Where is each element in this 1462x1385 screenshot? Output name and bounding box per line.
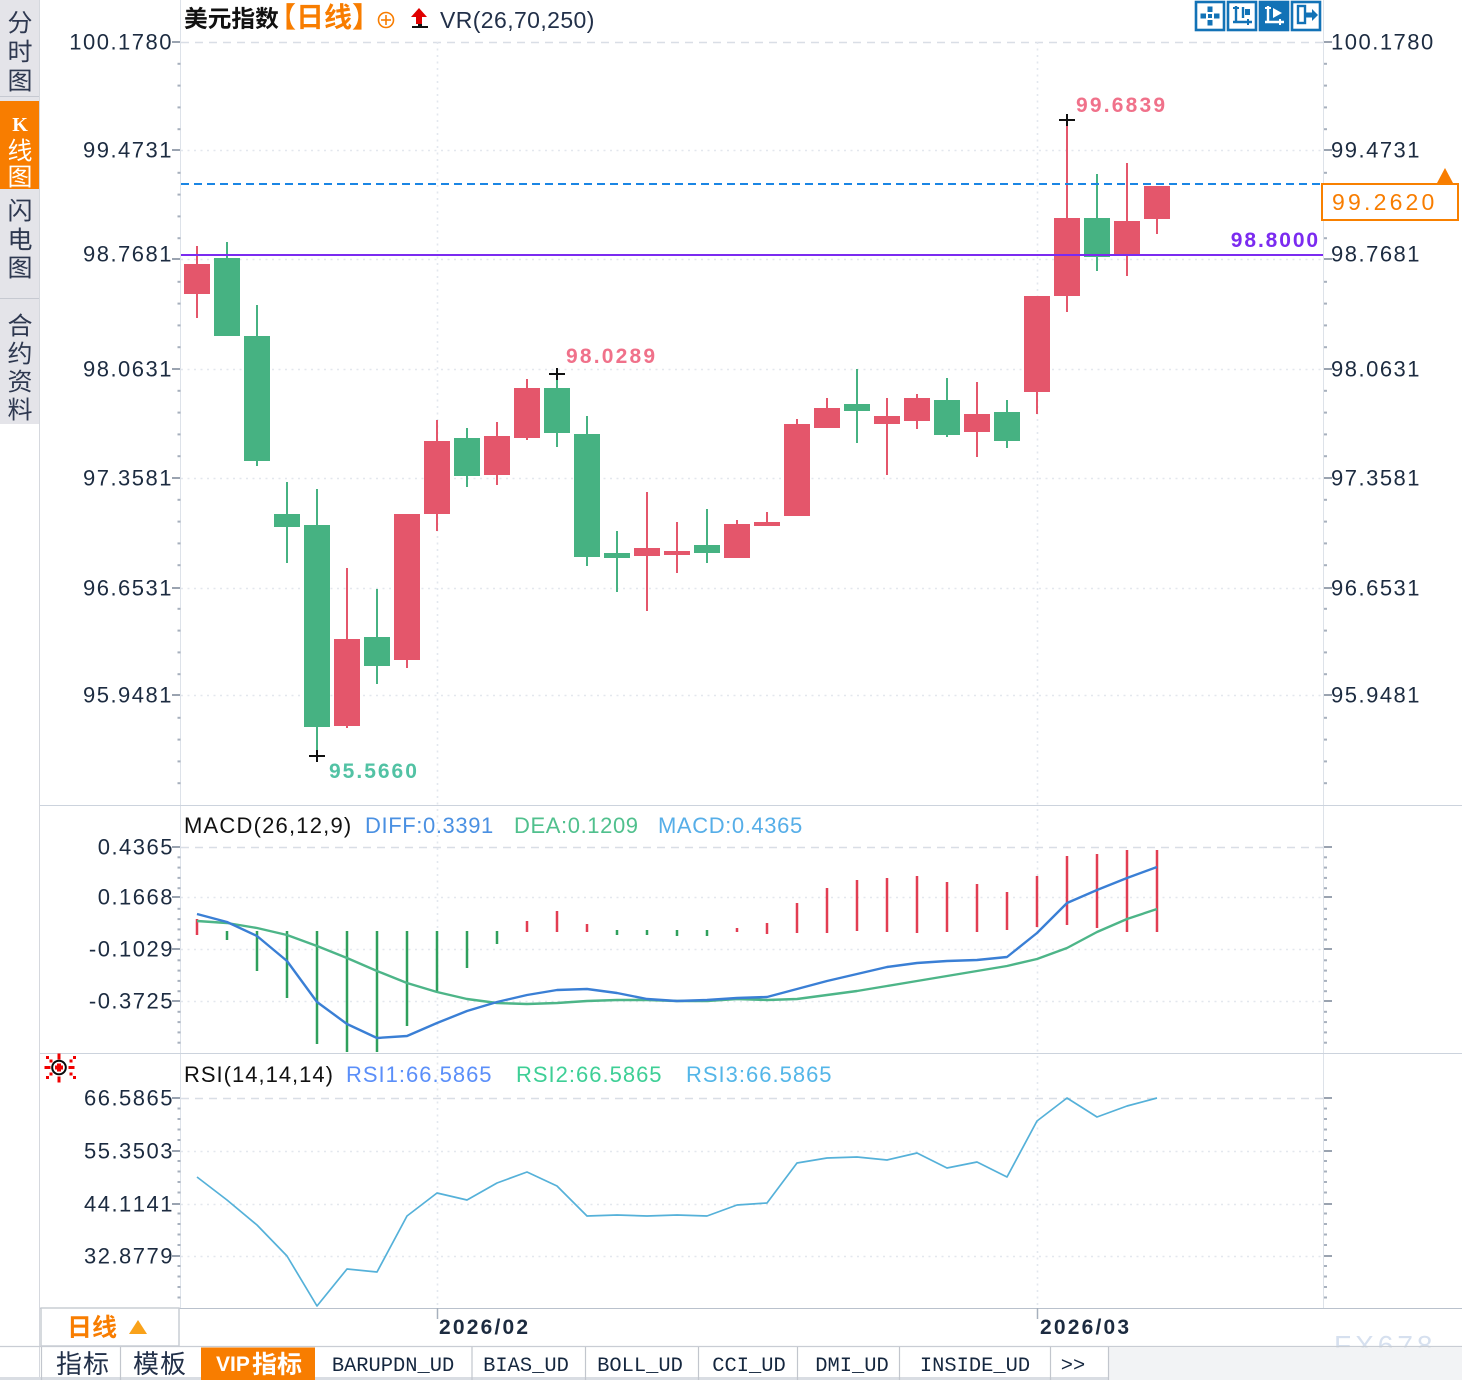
svg-text:100.1780: 100.1780 bbox=[69, 30, 173, 55]
svg-text:RSI2:66.5865: RSI2:66.5865 bbox=[516, 1062, 663, 1087]
svg-text:VIP: VIP bbox=[216, 1353, 250, 1376]
svg-text:96.6531: 96.6531 bbox=[1331, 576, 1421, 601]
svg-text:BIAS_UD: BIAS_UD bbox=[483, 1355, 569, 1378]
svg-text:98.0289: 98.0289 bbox=[566, 345, 657, 368]
svg-text:-0.3725: -0.3725 bbox=[89, 989, 174, 1014]
svg-text:RSI1:66.5865: RSI1:66.5865 bbox=[346, 1062, 493, 1087]
svg-text:MACD:0.4365: MACD:0.4365 bbox=[658, 813, 803, 838]
svg-text:MACD(26,12,9): MACD(26,12,9) bbox=[184, 813, 352, 838]
svg-text:99.4731: 99.4731 bbox=[83, 138, 173, 163]
svg-text:44.1141: 44.1141 bbox=[84, 1192, 174, 1217]
svg-text:2026/03: 2026/03 bbox=[1040, 1316, 1131, 1339]
svg-text:99.2620: 99.2620 bbox=[1332, 189, 1438, 215]
svg-text:BOLL_UD: BOLL_UD bbox=[597, 1355, 683, 1378]
svg-text:0.1668: 0.1668 bbox=[98, 885, 174, 910]
svg-text:99.6839: 99.6839 bbox=[1076, 94, 1167, 117]
svg-text:95.9481: 95.9481 bbox=[1331, 683, 1421, 708]
svg-text:98.0631: 98.0631 bbox=[83, 357, 173, 382]
svg-text:100.1780: 100.1780 bbox=[1331, 30, 1435, 55]
svg-text:DEA:0.1209: DEA:0.1209 bbox=[514, 813, 639, 838]
svg-text:VR(26,70,250): VR(26,70,250) bbox=[440, 7, 595, 33]
svg-text:96.6531: 96.6531 bbox=[83, 576, 173, 601]
svg-text:95.9481: 95.9481 bbox=[83, 683, 173, 708]
svg-text:97.3581: 97.3581 bbox=[1331, 466, 1421, 491]
svg-text:98.7681: 98.7681 bbox=[83, 242, 173, 267]
svg-text:55.3503: 55.3503 bbox=[84, 1139, 174, 1164]
svg-text:-0.1029: -0.1029 bbox=[89, 937, 174, 962]
svg-text:CCI_UD: CCI_UD bbox=[712, 1355, 785, 1378]
svg-text:32.8779: 32.8779 bbox=[84, 1244, 174, 1269]
svg-text:RSI3:66.5865: RSI3:66.5865 bbox=[686, 1062, 833, 1087]
svg-text:98.8000: 98.8000 bbox=[1231, 229, 1320, 252]
svg-text:2026/02: 2026/02 bbox=[439, 1316, 530, 1339]
svg-text:97.3581: 97.3581 bbox=[83, 466, 173, 491]
svg-text:K: K bbox=[12, 114, 28, 136]
svg-text:95.5660: 95.5660 bbox=[329, 760, 419, 783]
svg-text:INSIDE_UD: INSIDE_UD bbox=[920, 1355, 1030, 1378]
svg-text:DMI_UD: DMI_UD bbox=[815, 1355, 888, 1378]
svg-text:DIFF:0.3391: DIFF:0.3391 bbox=[365, 813, 494, 838]
svg-text:0.4365: 0.4365 bbox=[98, 835, 174, 860]
svg-text:66.5865: 66.5865 bbox=[84, 1086, 174, 1111]
svg-text:99.4731: 99.4731 bbox=[1331, 138, 1421, 163]
svg-text:>>: >> bbox=[1061, 1355, 1085, 1378]
svg-text:98.0631: 98.0631 bbox=[1331, 357, 1421, 382]
svg-text:98.7681: 98.7681 bbox=[1331, 242, 1421, 267]
svg-text:RSI(14,14,14): RSI(14,14,14) bbox=[184, 1062, 334, 1087]
svg-text:BARUPDN_UD: BARUPDN_UD bbox=[332, 1355, 454, 1378]
